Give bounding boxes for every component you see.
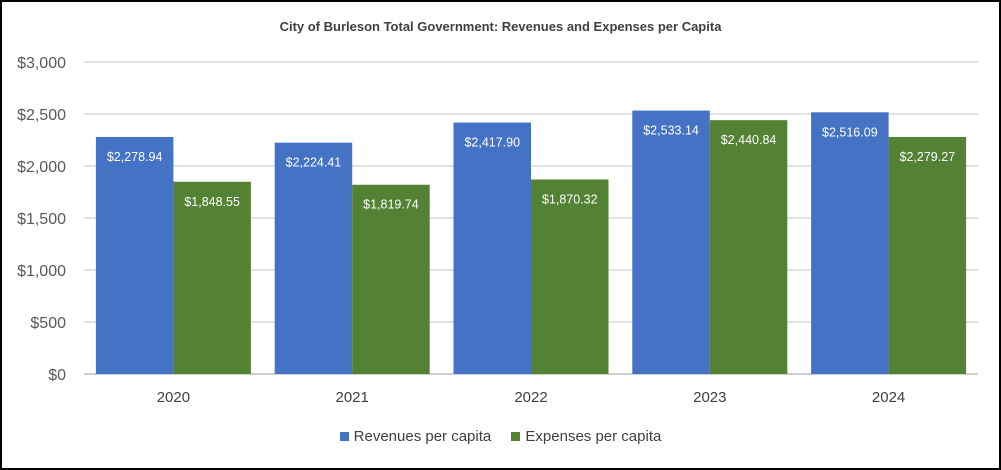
x-tick-label: 2021 [336, 389, 369, 406]
data-label: $2,224.41 [286, 156, 342, 170]
data-label: $2,516.09 [822, 125, 878, 139]
legend-label-expenses: Expenses per capita [525, 428, 662, 445]
bar-expenses-2024 [888, 136, 967, 374]
legend-swatch-expenses [511, 432, 521, 441]
y-tick-label: $1,000 [17, 263, 66, 280]
legend-label-revenues: Revenues per capita [353, 428, 492, 445]
bar-revenues-2020 [95, 136, 174, 374]
x-tick-label: 2023 [693, 389, 726, 406]
bar-expenses-2020 [173, 181, 251, 374]
x-tick-label: 2020 [157, 389, 190, 406]
legend: Revenues per capita Expenses per capita [0, 428, 1001, 445]
data-label: $2,279.27 [900, 150, 956, 164]
x-tick-label: 2024 [872, 389, 905, 406]
legend-item-revenues: Revenues per capita [339, 428, 492, 445]
bar-revenues-2022 [453, 122, 531, 375]
data-label: $2,440.84 [721, 133, 777, 147]
legend-swatch-revenues [339, 432, 349, 441]
data-label: $1,870.32 [542, 192, 598, 206]
x-tick-label: 2022 [514, 389, 547, 406]
legend-item-expenses: Expenses per capita [511, 428, 661, 445]
chart-title: City of Burleson Total Government: Reven… [279, 19, 722, 34]
bar-expenses-2021 [352, 184, 430, 374]
data-label: $2,417.90 [464, 136, 520, 150]
y-tick-label: $2,500 [17, 107, 66, 124]
data-label: $2,533.14 [643, 124, 699, 138]
bar-expenses-2023 [709, 120, 788, 374]
y-tick-label: $2,000 [17, 159, 66, 176]
y-tick-label: $3,000 [17, 55, 66, 72]
y-tick-label: $1,500 [17, 211, 66, 228]
data-label: $1,848.55 [184, 195, 240, 209]
bar-revenues-2023 [632, 110, 710, 374]
bar-revenues-2021 [274, 142, 353, 374]
bar-revenues-2024 [811, 112, 889, 375]
y-tick-label: $0 [48, 367, 66, 384]
bar-expenses-2022 [531, 179, 609, 374]
y-tick-label: $500 [30, 315, 66, 332]
data-label: $2,278.94 [107, 150, 163, 164]
data-label: $1,819.74 [363, 198, 419, 212]
